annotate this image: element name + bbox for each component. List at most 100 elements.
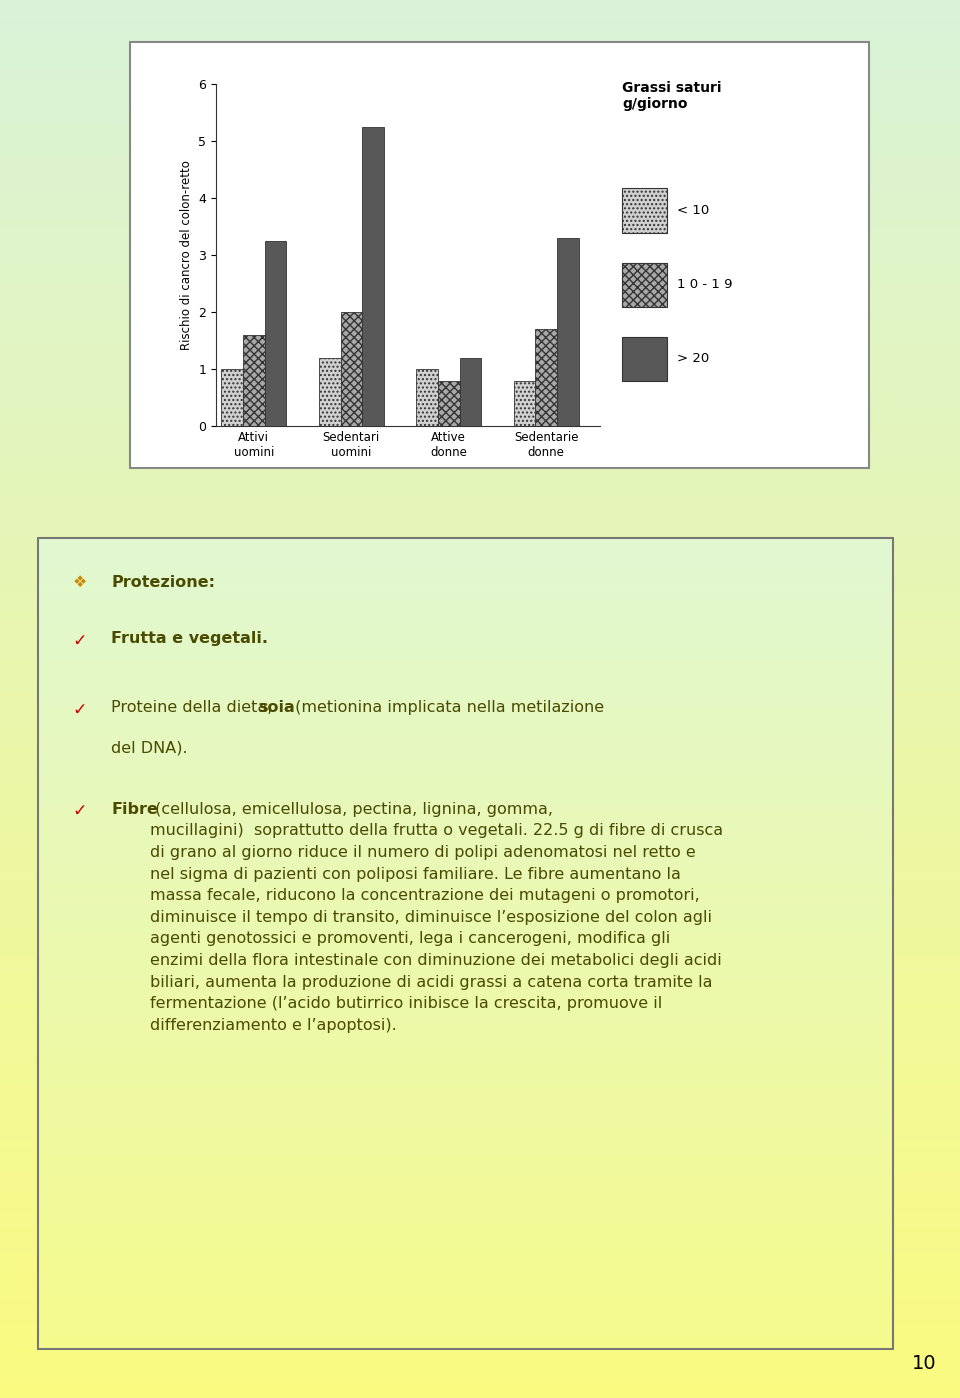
Bar <box>0 773 960 779</box>
Bar <box>0 1151 960 1156</box>
Bar <box>0 661 960 667</box>
Bar <box>0 233 960 238</box>
Bar <box>38 1341 893 1345</box>
Bar <box>0 797 960 801</box>
Text: Fibre: Fibre <box>111 801 157 816</box>
Bar <box>38 826 893 830</box>
Bar <box>38 980 893 984</box>
Bar <box>0 429 960 433</box>
Bar <box>38 672 893 677</box>
Bar <box>38 924 893 927</box>
Bar <box>0 713 960 717</box>
Bar <box>0 1179 960 1184</box>
Bar <box>38 688 893 692</box>
Bar <box>417 369 438 426</box>
Bar <box>0 881 960 885</box>
Bar <box>38 754 893 758</box>
Bar <box>0 513 960 517</box>
Bar <box>0 396 960 401</box>
Bar <box>38 1061 893 1065</box>
Bar <box>38 1300 893 1304</box>
Bar <box>0 815 960 821</box>
Bar <box>38 1127 893 1130</box>
Bar <box>38 1046 893 1048</box>
Bar <box>0 1058 960 1062</box>
Bar <box>0 951 960 955</box>
Bar <box>38 1130 893 1134</box>
Bar <box>0 633 960 639</box>
Bar <box>0 401 960 405</box>
Bar <box>0 94 960 98</box>
Bar <box>0 1202 960 1206</box>
Bar <box>0 60 960 66</box>
Bar <box>0 1380 960 1384</box>
Bar <box>38 1240 893 1244</box>
Bar <box>0 382 960 387</box>
Bar <box>38 598 893 603</box>
Bar <box>0 14 960 18</box>
Bar <box>38 700 893 705</box>
Bar <box>38 1336 893 1341</box>
Bar <box>0 424 960 429</box>
Bar <box>222 369 243 426</box>
Bar <box>38 1289 893 1292</box>
Bar <box>0 885 960 891</box>
Bar <box>0 46 960 52</box>
Bar <box>38 1134 893 1138</box>
Bar <box>0 1011 960 1016</box>
Bar <box>0 130 960 136</box>
Bar <box>38 1223 893 1227</box>
Bar <box>0 158 960 164</box>
Bar <box>38 997 893 1001</box>
Bar <box>0 1328 960 1332</box>
Bar <box>38 1321 893 1325</box>
Bar <box>38 677 893 681</box>
Bar <box>0 573 960 577</box>
Bar <box>0 723 960 727</box>
Bar <box>38 798 893 801</box>
Bar <box>38 1179 893 1183</box>
Bar <box>0 667 960 671</box>
Bar <box>0 52 960 56</box>
Bar <box>38 972 893 976</box>
Bar <box>0 1104 960 1109</box>
Bar <box>0 1318 960 1324</box>
Bar <box>0 280 960 284</box>
Bar <box>0 765 960 769</box>
Bar <box>0 4 960 10</box>
Bar <box>0 1352 960 1356</box>
Bar <box>38 733 893 737</box>
Bar <box>0 102 960 108</box>
Bar <box>0 1290 960 1296</box>
FancyBboxPatch shape <box>622 337 667 382</box>
Bar <box>0 727 960 731</box>
Text: ✓: ✓ <box>73 700 87 719</box>
Bar <box>38 1016 893 1021</box>
Bar <box>0 960 960 965</box>
Bar <box>0 1304 960 1310</box>
Bar <box>0 1142 960 1146</box>
Text: Protezione:: Protezione: <box>111 575 215 590</box>
Bar <box>0 457 960 461</box>
Bar <box>38 1138 893 1142</box>
Bar <box>0 266 960 270</box>
Bar <box>0 555 960 559</box>
Bar <box>38 875 893 879</box>
Bar <box>38 643 893 647</box>
Bar <box>38 705 893 709</box>
Bar <box>0 843 960 849</box>
Bar <box>38 1001 893 1004</box>
Bar <box>0 340 960 345</box>
Bar <box>38 1195 893 1199</box>
Bar <box>38 939 893 944</box>
Bar <box>38 542 893 547</box>
Bar <box>38 1264 893 1268</box>
Bar <box>38 891 893 895</box>
Bar <box>0 350 960 354</box>
Bar <box>0 1184 960 1188</box>
Bar <box>38 935 893 939</box>
Bar <box>0 1072 960 1076</box>
Bar <box>0 206 960 210</box>
Bar <box>38 1042 893 1046</box>
Bar <box>0 270 960 275</box>
